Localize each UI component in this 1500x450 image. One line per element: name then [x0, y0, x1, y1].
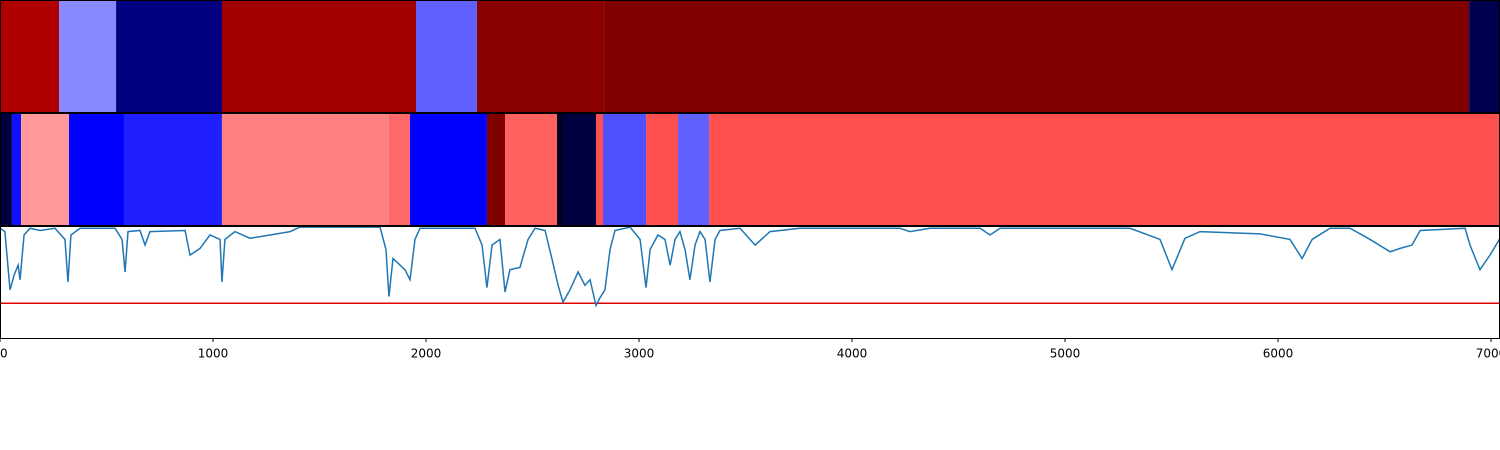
segment: [604, 0, 1470, 112]
segment: [0, 113, 12, 225]
segment: [557, 113, 563, 225]
segment: [69, 113, 124, 225]
segment: [0, 0, 60, 112]
segment: [595, 113, 604, 225]
x-tick-label: 6000: [1263, 347, 1294, 361]
x-tick-label: 0: [0, 347, 8, 361]
segment: [505, 113, 558, 225]
x-tick-label: 1000: [198, 347, 229, 361]
segment: [646, 113, 679, 225]
segment: [709, 113, 1500, 225]
segment: [388, 113, 411, 225]
segment: [59, 0, 117, 112]
segment: [562, 113, 596, 225]
segment: [416, 0, 477, 112]
x-tick-label: 7000: [1476, 347, 1500, 361]
segment: [603, 113, 647, 225]
signal-line: [0, 226, 1500, 308]
segment: [221, 0, 417, 112]
segment: [221, 113, 389, 225]
segment: [678, 113, 710, 225]
x-tick-label: 2000: [411, 347, 442, 361]
segment: [116, 0, 222, 112]
segment: [410, 113, 487, 225]
segment: [123, 113, 222, 225]
segment: [476, 0, 605, 112]
segment: [1469, 0, 1500, 112]
segment: [21, 113, 70, 225]
x-tick-label: 4000: [837, 347, 868, 361]
x-tick-label: 3000: [624, 347, 655, 361]
segment: [11, 113, 22, 225]
segment: [486, 113, 506, 225]
x-tick-label: 5000: [1050, 347, 1081, 361]
